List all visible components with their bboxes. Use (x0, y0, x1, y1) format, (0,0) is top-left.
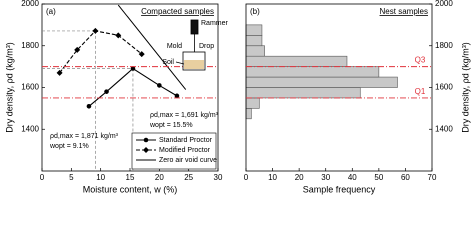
point (56, 69, 63, 76)
y-tick-label: 2000 (435, 0, 453, 8)
x-tick-label: 30 (214, 173, 223, 182)
x-tick-label: 15 (126, 173, 135, 182)
y-tick-label: 1600 (435, 83, 453, 92)
x-tick-label: 20 (155, 173, 164, 182)
x-tick-label: 10 (268, 173, 277, 182)
y-tick-label: 1400 (21, 124, 39, 133)
annotation: wopt = 9.1% (49, 143, 89, 150)
point (130, 66, 136, 71)
legend-label: Zero air void curve (159, 157, 217, 164)
bar (245, 108, 252, 120)
x-tick-label: 40 (348, 173, 357, 182)
point (74, 46, 81, 53)
x-tick-label: 0 (244, 173, 249, 182)
y-tick-label: 1600 (21, 83, 39, 92)
y-tick-label: 1400 (435, 124, 453, 133)
series-line (117, 4, 187, 90)
x-tick-label: 0 (40, 173, 45, 182)
point (92, 27, 99, 34)
panel-title: Compacted samples (141, 7, 214, 16)
x-axis-label: Sample frequency (303, 184, 376, 194)
bar (245, 76, 398, 88)
bar (245, 35, 263, 47)
y-axis-label: Dry density, ρd (kg/m³) (4, 42, 14, 132)
bar (245, 97, 260, 109)
inset-drawing (175, 19, 206, 71)
point (174, 93, 180, 99)
y-tick-label: 2000 (21, 0, 39, 8)
bar (245, 45, 265, 57)
x-tick-label: 30 (321, 173, 330, 182)
annotation: wopt = 15.5% (149, 122, 193, 129)
inset-label: Drop (199, 43, 214, 50)
x-tick-label: 50 (374, 173, 383, 182)
quartile-label: Q3 (415, 56, 426, 65)
panel-label: (a) (46, 7, 56, 16)
inset-label: Rammer (201, 20, 229, 27)
figure: 0 5 10 15 20 25 30 1400 1600 1800 2000 Moisture con… (4, 0, 470, 194)
x-tick-label: 60 (401, 173, 410, 182)
point (86, 103, 92, 109)
y-axis-label: Dry density, ρd (kg/m³) (460, 42, 470, 132)
y-tick-label: 1800 (21, 41, 39, 50)
bar (245, 24, 263, 36)
annotation: ρd,max = 1,691 kg/m³ (150, 112, 219, 119)
bar (245, 87, 361, 99)
x-tick-label: 5 (69, 173, 74, 182)
point (157, 83, 162, 88)
legend-marker (143, 147, 149, 153)
legend-label: Modified Proctor (159, 147, 211, 154)
x-tick-label: 10 (96, 173, 105, 182)
inset-label: Mold (167, 43, 182, 50)
legend-label: Standard Proctor (159, 137, 213, 144)
x-tick-label: 70 (428, 173, 437, 182)
bar (245, 55, 348, 67)
panel-label: (b) (250, 7, 260, 16)
x-axis-label: Moisture content, w (%) (83, 184, 178, 194)
legend-marker (143, 137, 149, 143)
inset-label: Soil (162, 59, 174, 66)
point (138, 51, 145, 58)
x-tick-label: 25 (184, 173, 193, 182)
quartile-label: Q1 (415, 87, 426, 96)
point (115, 32, 122, 39)
x-tick-label: 20 (295, 173, 304, 182)
panel-title: Nest samples (380, 7, 428, 16)
annotation: ρd,max = 1,871 kg/m³ (50, 133, 119, 140)
point (104, 89, 109, 94)
y-tick-label: 1800 (435, 41, 453, 50)
bar (245, 66, 380, 78)
